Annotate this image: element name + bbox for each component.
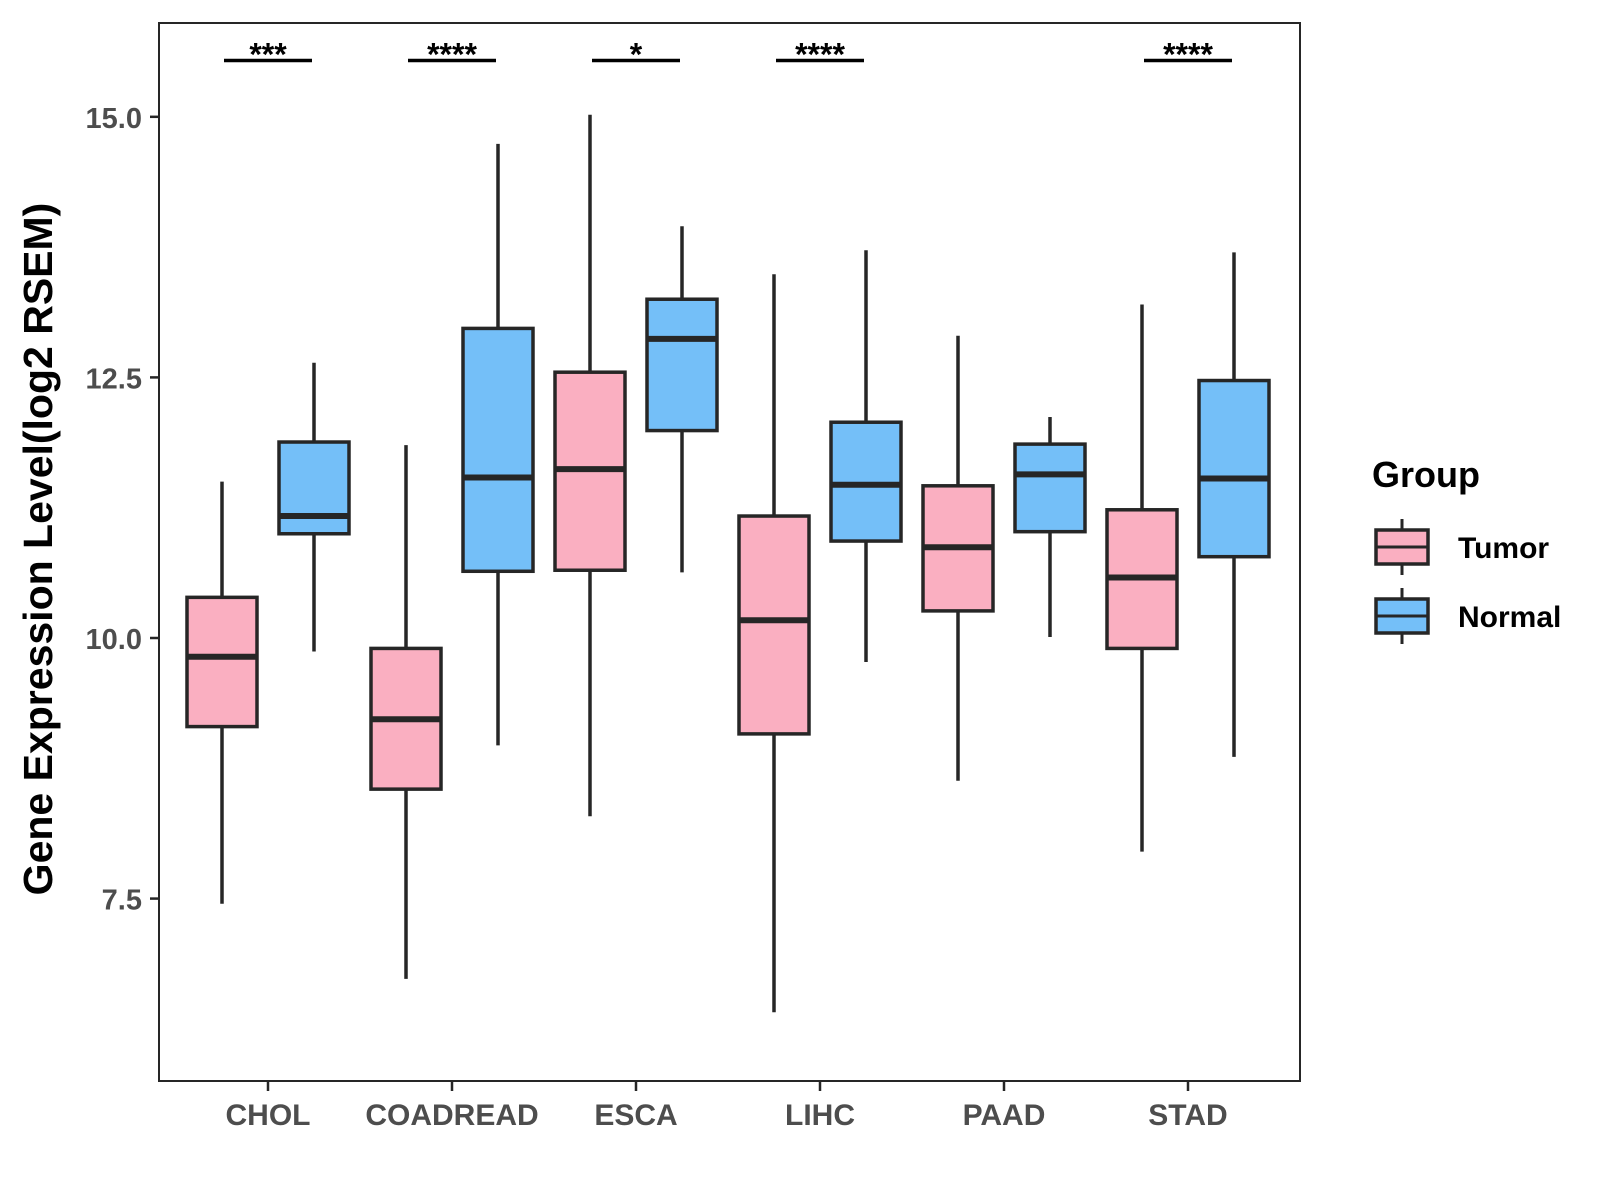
x-tick-label-stad: STAD <box>1148 1099 1227 1132</box>
x-tick-label-coadread: COADREAD <box>365 1099 538 1132</box>
x-tick-label-chol: CHOL <box>226 1099 311 1132</box>
significance-label-stad: **** <box>1163 37 1213 73</box>
box-stad-normal <box>1197 378 1271 559</box>
legend: Group Tumor Normal <box>1372 454 1561 644</box>
y-tick-label: 15.0 <box>86 103 142 135</box>
plot-panel-border <box>158 22 1301 1082</box>
x-tick-label-esca: ESCA <box>594 1099 677 1132</box>
box-chol-normal <box>277 440 351 536</box>
y-tick-label: 10.0 <box>86 624 142 656</box>
box-chol-tumor <box>185 595 259 729</box>
legend-title: Group <box>1372 454 1480 495</box>
legend-label-tumor: Tumor <box>1458 532 1549 565</box>
box-lihc-tumor <box>737 514 811 736</box>
box-esca-normal <box>645 297 719 433</box>
significance-label-coadread: **** <box>427 37 477 73</box>
x-tick-label-paad: PAAD <box>963 1099 1046 1132</box>
significance-label-esca: * <box>630 37 643 73</box>
significance-label-lihc: **** <box>795 37 845 73</box>
box-coadread-normal <box>461 326 535 574</box>
plot-area: 7.5 10.0 12.5 15.0 CHOL COADREAD ESCA LIHC PAAD S… <box>86 22 1301 1132</box>
y-axis-title: Gene Expression Level(log2 RSEM) <box>15 203 61 896</box>
x-tick-label-lihc: LIHC <box>785 1099 855 1132</box>
legend-label-normal: Normal <box>1458 601 1561 634</box>
box-paad-normal <box>1013 442 1087 534</box>
significance-label-chol: *** <box>249 37 287 73</box>
y-tick-label: 12.5 <box>86 363 142 395</box>
box-lihc-normal <box>829 420 903 543</box>
y-tick-label: 7.5 <box>102 885 142 917</box>
